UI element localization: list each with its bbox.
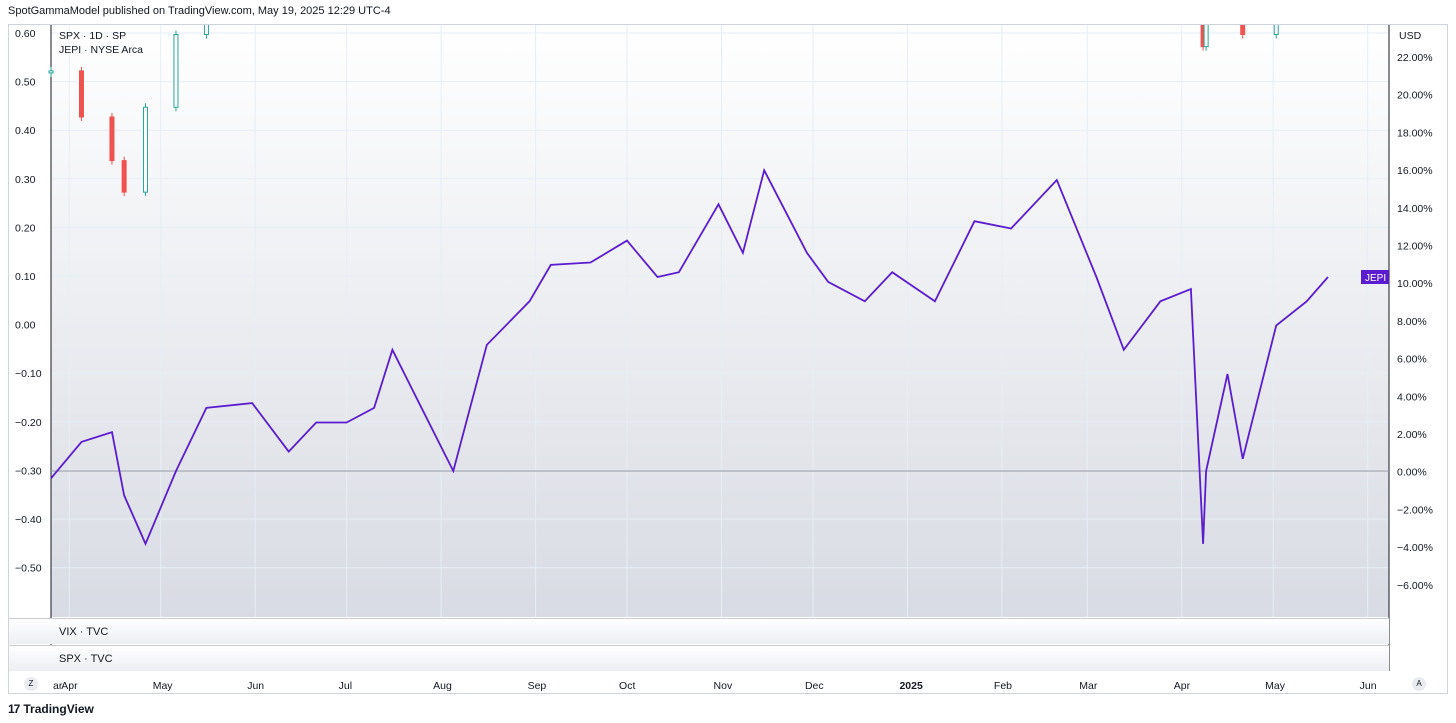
brand-name: TradingView	[23, 702, 94, 716]
left-axis-tick: 0.50	[15, 77, 36, 89]
right-axis-tick: 2.00%	[1397, 429, 1427, 441]
x-axis-tick: Sep	[528, 680, 547, 692]
footer-brand[interactable]: 17 TradingView	[8, 702, 94, 716]
right-axis-tick: 6.00%	[1397, 354, 1427, 366]
x-axis-tick: Nov	[714, 680, 733, 692]
spx-candle	[1240, 25, 1246, 35]
spx-candle	[1273, 25, 1279, 35]
left-axis-tick: −0.50	[15, 563, 42, 575]
x-axis-tick: ar	[53, 680, 63, 692]
publish-header: SpotGammaModel published on TradingView.…	[8, 5, 391, 17]
right-axis-tick: 18.00%	[1397, 127, 1433, 139]
chart-frame[interactable]: 0.60 0.50 0.40 0.30 0.20 0.10 0.00 −0.10 −0.20 −0…	[8, 24, 1448, 694]
right-axis-tick: 22.00%	[1397, 52, 1433, 64]
spx-candle	[121, 160, 127, 193]
left-axis-tick: −0.40	[15, 514, 42, 526]
spx-pane-label: SPX · TVC	[59, 653, 113, 665]
left-axis-tick: 0.60	[15, 28, 36, 40]
legend-jepi[interactable]: JEPI · NYSE Arca	[59, 44, 144, 56]
left-axis-tick: −0.30	[15, 465, 42, 477]
left-axis-tick: 0.30	[15, 174, 36, 186]
tradingview-logo-icon: 17	[8, 702, 20, 716]
x-axis-tick: Mar	[1079, 680, 1098, 692]
right-axis-tick: 16.00%	[1397, 165, 1433, 177]
right-axis-tick: 20.00%	[1397, 90, 1433, 102]
timezone-button[interactable]: Z	[24, 677, 38, 691]
vix-pane[interactable]: VIX · TVC	[9, 618, 1389, 644]
spx-candle	[1203, 25, 1209, 48]
jepi-price-tag: JEPI	[1365, 273, 1386, 284]
right-axis-tick: −6.00%	[1397, 580, 1433, 592]
spx-candle	[78, 70, 84, 118]
left-axis-tick: 0.20	[15, 222, 36, 234]
right-axis-tick: 12.00%	[1397, 241, 1433, 253]
auto-scale-button[interactable]: A	[1412, 677, 1426, 691]
x-axis-tick: 2025	[899, 680, 923, 692]
right-axis-unit[interactable]: USD	[1399, 30, 1422, 42]
x-axis-tick: Feb	[994, 680, 1012, 692]
jepi-line	[50, 167, 1329, 547]
legend-spx[interactable]: SPX · 1D · SP	[59, 30, 127, 42]
x-axis-tick: Oct	[619, 680, 635, 692]
x-axis-tick: Jul	[339, 680, 352, 692]
right-axis-tick: −4.00%	[1397, 542, 1433, 554]
left-axis-tick: 0.00	[15, 320, 36, 332]
spx-pane[interactable]: SPX · TVC	[9, 645, 1389, 671]
x-axis-tick: Apr	[61, 680, 78, 692]
right-axis-tick: 0.00%	[1397, 467, 1427, 479]
spx-candle	[173, 34, 179, 108]
spx-candle	[109, 116, 115, 162]
spx-candle	[48, 70, 54, 74]
x-axis-tick: May	[1265, 680, 1286, 692]
right-axis-tick: 8.00%	[1397, 316, 1427, 328]
right-axis-tick: 14.00%	[1397, 203, 1433, 215]
x-axis-tick: May	[153, 680, 174, 692]
right-axis-tick: 10.00%	[1397, 278, 1433, 290]
x-axis-tick: Jun	[247, 680, 264, 692]
right-axis-tick: −2.00%	[1397, 504, 1433, 516]
x-axis-tick: Jun	[1360, 680, 1377, 692]
vix-pane-label: VIX · TVC	[59, 626, 109, 638]
x-axis-tick: Aug	[433, 680, 452, 692]
x-axis-tick: Dec	[805, 680, 824, 692]
left-axis-tick: −0.20	[15, 417, 42, 429]
x-axis-tick: Apr	[1174, 680, 1191, 692]
right-axis-tick: 4.00%	[1397, 391, 1427, 403]
spx-candle	[142, 106, 148, 193]
jepi-price-tag-bg	[1361, 270, 1389, 284]
left-axis-tick: −0.10	[15, 368, 42, 380]
left-axis-tick: 0.10	[15, 271, 36, 283]
spx-candle	[1200, 25, 1206, 48]
plot-background	[51, 25, 1389, 617]
left-axis-tick: 0.40	[15, 125, 36, 137]
main-chart-svg[interactable]: 0.60 0.50 0.40 0.30 0.20 0.10 0.00 −0.10 −0.20 −0…	[9, 25, 1449, 695]
spx-candle	[203, 25, 209, 35]
